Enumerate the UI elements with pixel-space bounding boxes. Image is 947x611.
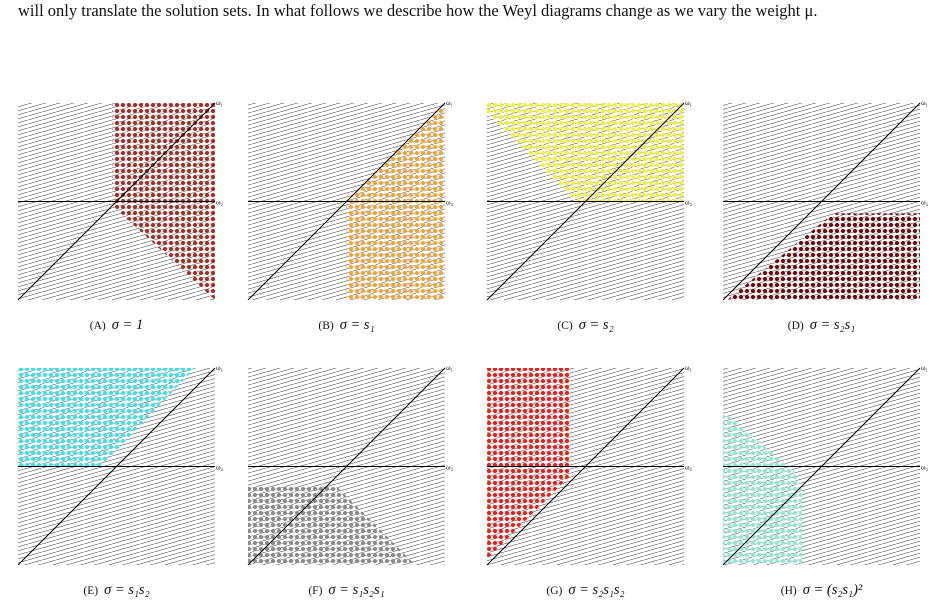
caption: (E) σ = s₁s₂	[83, 582, 149, 598]
omega1-axis	[247, 102, 446, 301]
omega1-axis	[486, 367, 685, 566]
caption-label: (A)	[90, 320, 106, 332]
omega1-label: ω₁	[446, 364, 453, 372]
omega1-axis	[17, 102, 216, 301]
solution-region	[487, 368, 570, 560]
omega1-label: ω₁	[685, 99, 692, 107]
omega1-label: ω₁	[921, 99, 928, 107]
caption-formula: σ = s₂s₁s₂	[568, 582, 624, 598]
caption: (D) σ = s₂s₁	[788, 317, 856, 333]
omega1-axis	[486, 102, 685, 301]
caption: (C) σ = s₂	[557, 317, 613, 333]
omega1-label: ω₁	[216, 99, 223, 107]
solution-region	[726, 213, 920, 300]
caption: (H) σ = (s₂s₁)²	[781, 582, 863, 598]
solution-region	[487, 103, 684, 202]
omega1-axis	[17, 367, 216, 566]
omega2-label: ω₂	[921, 464, 929, 472]
caption: (F) σ = s₁s₂s₁	[308, 582, 384, 598]
caption-label: (H)	[781, 585, 797, 597]
caption-formula: σ = 1	[112, 317, 143, 333]
omega2-label: ω₂	[216, 464, 224, 472]
caption: (G) σ = s₂s₁s₂	[546, 582, 624, 598]
omega1-label: ω₁	[446, 99, 453, 107]
omega2-label: ω₂	[685, 464, 693, 472]
omega2-label: ω₂	[921, 199, 929, 207]
omega2-label: ω₂	[216, 199, 224, 207]
caption-formula: σ = s₂s₁	[810, 317, 856, 333]
caption-label: (D)	[788, 320, 804, 332]
paragraph: will only translate the solution sets. I…	[18, 1, 818, 20]
caption-label: (E)	[83, 585, 98, 597]
caption-formula: σ = (s₂s₁)²	[803, 582, 863, 598]
omega2-label: ω₂	[685, 199, 693, 207]
omega1-axis	[722, 102, 921, 301]
caption-formula: σ = s₁s₂s₁	[328, 582, 384, 598]
caption-label: (C)	[557, 320, 573, 332]
caption-label: (F)	[308, 585, 322, 597]
omega2-label: ω₂	[446, 199, 454, 207]
solution-region	[723, 411, 802, 565]
omega1-label: ω₁	[216, 364, 223, 372]
caption-formula: σ = s₁	[340, 317, 375, 333]
caption: (A) σ = 1	[90, 317, 143, 333]
caption: (B) σ = s₁	[318, 317, 374, 333]
caption-formula: σ = s₂	[579, 317, 614, 333]
caption-formula: σ = s₁s₂	[104, 582, 150, 598]
omega1-label: ω₁	[921, 364, 928, 372]
omega1-axis	[722, 367, 921, 566]
omega1-label: ω₁	[685, 364, 692, 372]
caption-label: (G)	[546, 585, 562, 597]
caption-label: (B)	[318, 320, 334, 332]
omega2-label: ω₂	[446, 464, 454, 472]
omega1-axis	[247, 367, 446, 566]
solution-region	[248, 486, 416, 565]
solution-region	[18, 368, 196, 467]
